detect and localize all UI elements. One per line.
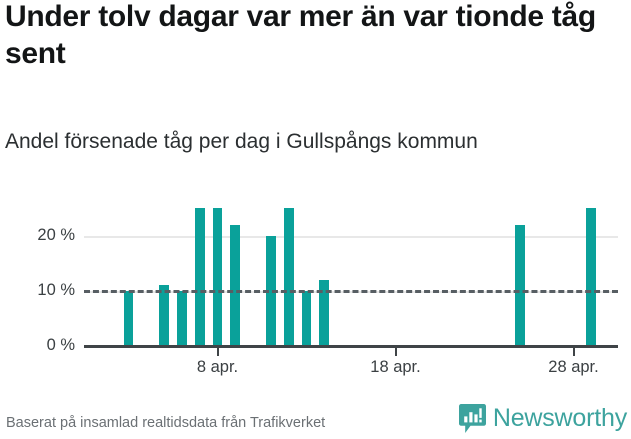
bar-chart-speech-bubble-icon bbox=[458, 403, 486, 433]
brand-name: Newsworthy bbox=[492, 403, 627, 432]
x-tick-mark-18 bbox=[394, 348, 397, 356]
source-note: Baserat på insamlad realtidsdata från Tr… bbox=[6, 415, 326, 431]
bar[interactable] bbox=[586, 208, 597, 346]
plot-area bbox=[84, 196, 618, 348]
x-axis-line bbox=[84, 345, 618, 348]
bar[interactable] bbox=[301, 290, 312, 346]
bar[interactable] bbox=[123, 290, 134, 346]
bar[interactable] bbox=[283, 208, 294, 346]
page-title: Under tolv dagar var mer än var tionde t… bbox=[5, 0, 596, 70]
chart-footer: Baserat på insamlad realtidsdata från Tr… bbox=[0, 395, 631, 439]
gridline-20 bbox=[84, 235, 618, 238]
newsworthy-logo: Newsworthy bbox=[458, 403, 627, 433]
bar[interactable] bbox=[319, 279, 330, 346]
chart-area: 0 % 10 % 20 % 8 apr. 18 apr. 28 apr. bbox=[0, 180, 631, 392]
bar[interactable] bbox=[176, 290, 187, 346]
x-tick-mark-28 bbox=[572, 348, 575, 356]
bar[interactable] bbox=[212, 208, 223, 346]
bar[interactable] bbox=[515, 224, 526, 346]
bar[interactable] bbox=[230, 224, 241, 346]
x-tick-label-18: 18 apr. bbox=[370, 358, 421, 376]
y-tick-label-10: 10 % bbox=[37, 280, 75, 299]
reference-line bbox=[84, 289, 618, 293]
x-tick-mark-8 bbox=[216, 348, 219, 356]
bar[interactable] bbox=[159, 285, 170, 346]
x-tick-label-8: 8 apr. bbox=[196, 358, 239, 376]
y-tick-label-20: 20 % bbox=[37, 225, 75, 244]
x-tick-label-28: 28 apr. bbox=[548, 358, 599, 376]
bar[interactable] bbox=[194, 208, 205, 346]
y-tick-label-0: 0 % bbox=[46, 336, 75, 354]
chart-subtitle: Andel försenade tåg per dag i Gullspångs… bbox=[5, 130, 478, 153]
